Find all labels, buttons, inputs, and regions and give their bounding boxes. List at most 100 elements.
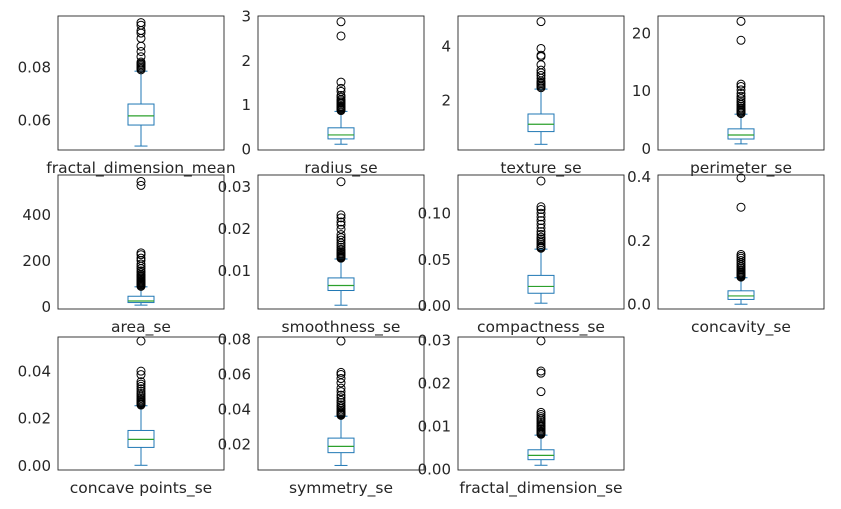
box-iqr <box>727 128 755 140</box>
outlier-point <box>136 336 146 346</box>
outlier-point <box>136 366 146 376</box>
outlier-point <box>336 374 346 384</box>
outlier-point <box>536 212 546 222</box>
outlier-point <box>536 229 546 239</box>
y-tick-label: 0.0 <box>627 296 651 314</box>
outlier-point <box>336 210 346 220</box>
y-tick-label: 1 <box>241 96 251 114</box>
axes-frame <box>257 336 425 471</box>
axes-frame <box>257 174 425 310</box>
y-tick-label: 0 <box>41 298 51 316</box>
x-axis-label: symmetry_se <box>289 479 393 498</box>
outlier-point <box>336 336 346 346</box>
y-tick-label: 0.06 <box>18 111 51 129</box>
outlier-point <box>336 400 346 410</box>
axes-frame <box>457 174 625 310</box>
y-tick-label: 0.00 <box>418 461 451 479</box>
outlier-point <box>336 395 346 405</box>
x-axis-label: area_se <box>111 318 171 337</box>
x-axis-label: perimeter_se <box>690 159 792 178</box>
subplot-concavity-se: 0.0 0.2 0.4 concavity_se <box>627 168 825 337</box>
outlier-point <box>136 41 146 51</box>
x-axis-label: fractal_dimension_mean <box>46 159 235 178</box>
outlier-point <box>136 20 146 30</box>
outlier-point <box>336 242 346 252</box>
x-axis-label: smoothness_se <box>282 318 401 337</box>
y-tick-label: 0.04 <box>218 401 251 419</box>
outlier-point <box>336 220 346 230</box>
box-iqr <box>527 113 555 133</box>
subplot-compactness-se: 0.00 0.05 0.10 compactness_se <box>418 174 625 337</box>
axes-frame <box>57 15 225 151</box>
y-tick-label: 0.01 <box>218 262 251 280</box>
outlier-point <box>736 35 746 45</box>
outlier-point <box>736 94 746 104</box>
outlier-point <box>136 377 146 387</box>
outlier-point <box>536 409 546 419</box>
outlier-point <box>336 177 346 187</box>
y-tick-label: 0.04 <box>18 363 51 381</box>
outlier-point <box>536 368 546 378</box>
y-tick-label: 0.02 <box>218 220 251 238</box>
outlier-point <box>336 213 346 223</box>
outlier-point <box>536 60 546 70</box>
outlier-point <box>336 77 346 87</box>
y-tick-label: 0.02 <box>218 436 251 454</box>
outlier-point <box>336 244 346 254</box>
outlier-point <box>536 71 546 81</box>
outlier-point <box>536 219 546 229</box>
box-iqr <box>527 449 555 461</box>
axes-frame <box>57 174 225 310</box>
subplot-radius-se: 0 1 2 3 radius_se <box>241 8 425 178</box>
outlier-point <box>336 369 346 379</box>
y-tick-label: 0 <box>641 140 651 158</box>
outlier-point <box>136 57 146 67</box>
y-tick-label: 0.01 <box>418 418 451 436</box>
y-tick-label: 200 <box>22 252 51 270</box>
box-iqr <box>327 127 355 140</box>
box-iqr <box>327 277 355 292</box>
outlier-point <box>736 202 746 212</box>
outlier-point <box>136 253 146 263</box>
outlier-point <box>536 216 546 226</box>
axes-frame <box>257 15 425 151</box>
y-tick-label: 0.2 <box>627 232 651 250</box>
y-tick-label: 10 <box>632 82 651 100</box>
outlier-point <box>136 46 146 56</box>
outlier-point <box>536 17 546 27</box>
outlier-point <box>136 370 146 380</box>
y-tick-label: 0.02 <box>418 375 451 393</box>
axes-frame <box>657 174 825 310</box>
outlier-point <box>536 205 546 215</box>
axes-frame <box>657 15 825 151</box>
outlier-point <box>736 91 746 101</box>
outlier-point <box>536 65 546 75</box>
outlier-point <box>536 202 546 212</box>
outlier-point <box>136 386 146 396</box>
outlier-point <box>336 224 346 234</box>
outlier-point <box>336 17 346 27</box>
x-axis-label: radius_se <box>304 159 377 178</box>
outlier-point <box>336 217 346 227</box>
outlier-point <box>536 336 546 346</box>
outlier-point <box>336 86 346 96</box>
outlier-point <box>136 379 146 389</box>
x-axis-label: texture_se <box>500 159 581 178</box>
outlier-point <box>336 367 346 377</box>
outlier-point <box>536 227 546 237</box>
outlier-point <box>736 81 746 91</box>
axes-frame <box>457 15 625 151</box>
outlier-point <box>536 407 546 417</box>
outlier-point <box>336 83 346 93</box>
subplot-fractal-dimension-se: 0.00 0.01 0.02 0.03 fractal_dimension_se <box>418 332 625 498</box>
outlier-point <box>536 208 546 218</box>
subplot-symmetry-se: 0.02 0.04 0.06 0.08 symmetry_se <box>218 331 425 498</box>
outlier-point <box>536 387 546 397</box>
y-tick-label: 2 <box>441 91 451 109</box>
outlier-point <box>536 50 546 60</box>
y-tick-label: 0.03 <box>418 332 451 350</box>
outlier-point <box>136 259 146 269</box>
outlier-point <box>136 384 146 394</box>
outlier-point <box>736 88 746 98</box>
outlier-point <box>336 398 346 408</box>
